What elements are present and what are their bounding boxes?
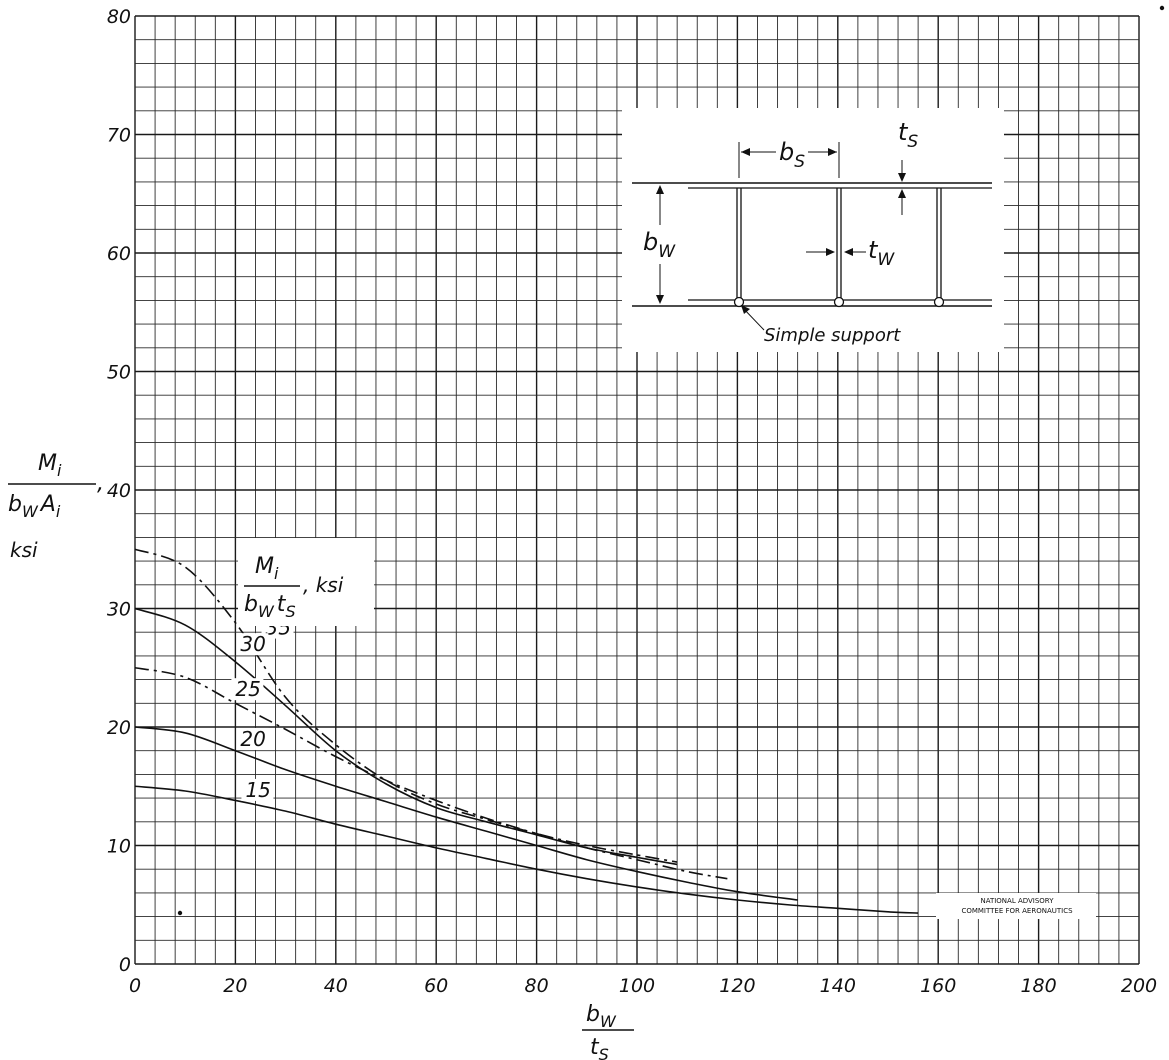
x-tick-label: 40 bbox=[324, 975, 348, 997]
y-label-comma: , bbox=[97, 471, 104, 496]
support-circle-3 bbox=[933, 296, 945, 308]
y-tick-label: 10 bbox=[107, 836, 131, 858]
y-tick-label: 30 bbox=[107, 599, 131, 621]
y-tick-label: 40 bbox=[107, 480, 131, 502]
y-tick-label: 70 bbox=[107, 125, 131, 147]
legend-num: Mi bbox=[255, 554, 279, 583]
legend-den: bW tS bbox=[244, 592, 296, 621]
curve-label-bg-15 bbox=[241, 778, 274, 801]
tw-arrow-left bbox=[826, 248, 835, 256]
naca-stamp-bg bbox=[936, 893, 1096, 919]
x-tick-label: 200 bbox=[1121, 975, 1157, 997]
legend-title-bg bbox=[238, 538, 374, 626]
x-tick-label: 20 bbox=[223, 975, 247, 997]
print-dot-bottom-left bbox=[177, 910, 183, 916]
x-tick-label: 80 bbox=[525, 975, 549, 997]
support-circle-1 bbox=[733, 296, 745, 308]
bs-arrow-right bbox=[828, 148, 837, 156]
x-tick-label: 140 bbox=[820, 975, 856, 997]
curve-label-bg-30 bbox=[236, 633, 269, 656]
x-tick-label: 120 bbox=[719, 975, 755, 997]
y-tick-label: 80 bbox=[107, 6, 131, 28]
y-axis-ticks: 0 10 20 30 40 50 60 70 80 bbox=[107, 6, 131, 976]
ts-arrow-bottom bbox=[898, 189, 906, 198]
ts-arrow-top bbox=[898, 173, 906, 182]
y-label-unit: ksi bbox=[10, 538, 38, 562]
y-tick-label: 0 bbox=[119, 954, 131, 976]
curve-label-15: 15 bbox=[245, 778, 270, 802]
series-curve-25 bbox=[134, 666, 728, 880]
x-tick-label: 0 bbox=[129, 975, 141, 997]
x-tick-label: 60 bbox=[424, 975, 448, 997]
y-tick-label: 20 bbox=[107, 717, 131, 739]
curve-label-20: 20 bbox=[240, 727, 265, 751]
x-label-den: tS bbox=[590, 1035, 609, 1060]
curve-label-bg-20 bbox=[236, 727, 269, 750]
bw-arrow-bottom bbox=[656, 295, 664, 304]
legend-title: Mi bW tS , ksi bbox=[238, 538, 374, 626]
support-label: Simple support bbox=[764, 325, 901, 346]
curve-label-bg-25 bbox=[231, 678, 264, 701]
x-axis-ticks: 0 20 40 60 80 100 120 140 160 180 200 bbox=[129, 975, 1157, 997]
inset-diagram: bS tS bW tW Simple support bbox=[622, 108, 1004, 352]
naca-stamp: NATIONAL ADVISORY COMMITTEE FOR AERONAUT… bbox=[936, 893, 1096, 919]
curve-label-30: 30 bbox=[240, 632, 265, 656]
x-tick-label: 160 bbox=[920, 975, 956, 997]
tw-label: tW bbox=[868, 236, 895, 270]
naca-stamp-line2: COMMITTEE FOR AERONAUTICS bbox=[961, 907, 1073, 915]
y-tick-label: 60 bbox=[107, 243, 131, 265]
x-axis-label: bW tS bbox=[582, 1002, 634, 1060]
tw-arrow-right bbox=[844, 248, 853, 256]
legend-unit: , ksi bbox=[303, 573, 344, 597]
support-leader-arrow bbox=[741, 305, 750, 314]
x-tick-label: 180 bbox=[1020, 975, 1056, 997]
y-label-den: bW Ai bbox=[8, 492, 61, 521]
x-tick-label: 100 bbox=[619, 975, 655, 997]
print-dot-top-right bbox=[1159, 5, 1165, 11]
y-label-num: Mi bbox=[38, 451, 62, 480]
bw-arrow-top bbox=[656, 185, 664, 194]
bw-label: bW bbox=[643, 228, 676, 262]
y-axis-label: Mi bW Ai , ksi bbox=[8, 451, 104, 562]
x-label-num: bW bbox=[586, 1002, 617, 1031]
series-curve-20 bbox=[134, 726, 798, 901]
y-tick-label: 50 bbox=[107, 362, 131, 384]
ts-label: tS bbox=[898, 118, 918, 152]
curve-label-25: 25 bbox=[235, 677, 260, 701]
bs-arrow-left bbox=[741, 148, 750, 156]
series-curve-35 bbox=[134, 548, 678, 863]
naca-stamp-line1: NATIONAL ADVISORY bbox=[980, 897, 1054, 905]
inset-background bbox=[622, 108, 1004, 352]
series-curve-15 bbox=[134, 785, 919, 914]
bs-label: bS bbox=[779, 138, 805, 172]
chart-curves bbox=[134, 548, 919, 914]
support-circle-2 bbox=[833, 296, 845, 308]
